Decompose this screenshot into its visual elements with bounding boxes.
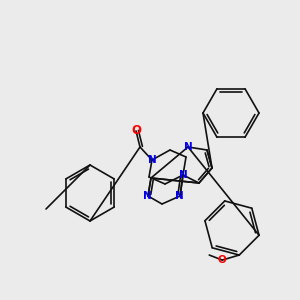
Text: N: N (184, 142, 192, 152)
Text: O: O (131, 124, 141, 137)
Text: N: N (178, 170, 188, 180)
Text: N: N (175, 191, 183, 201)
Text: N: N (148, 155, 156, 165)
Text: O: O (218, 255, 226, 265)
Text: N: N (142, 191, 152, 201)
